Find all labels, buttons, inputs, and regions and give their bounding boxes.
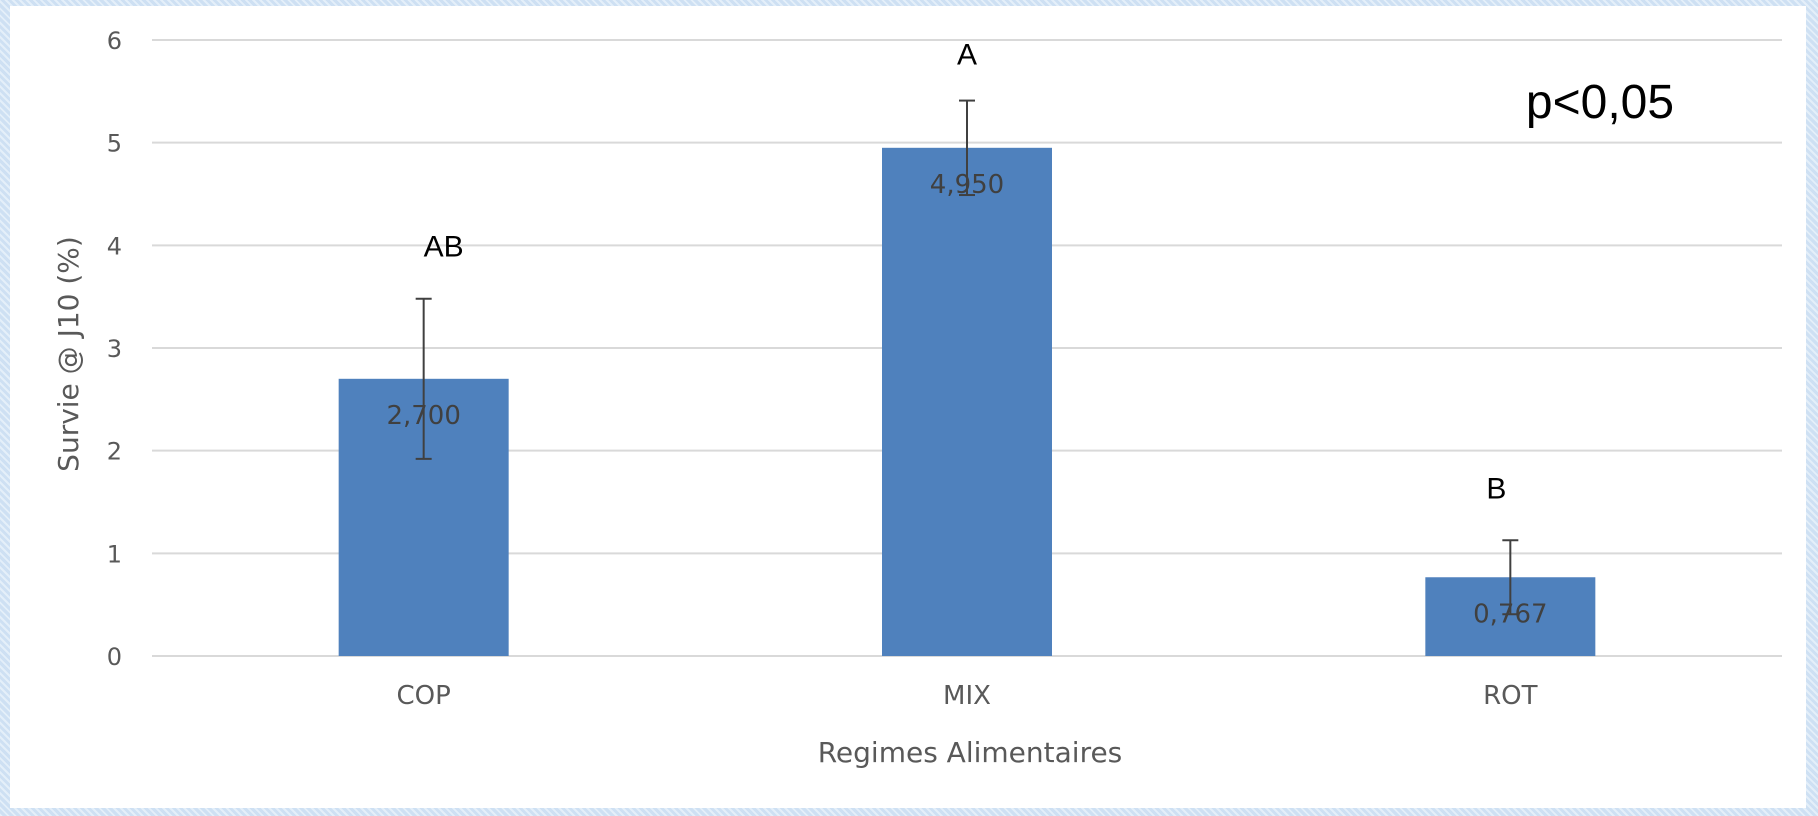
- significance-letter: AB: [424, 231, 464, 264]
- x-axis-title: Regimes Alimentaires: [818, 736, 1123, 769]
- data-label: 2,700: [386, 401, 460, 431]
- y-tick-label: 4: [107, 232, 122, 260]
- y-axis-ticks: 0 1 2 3 4 5 6: [107, 27, 122, 671]
- data-label: 4,950: [930, 170, 1004, 200]
- y-tick-label: 5: [107, 130, 122, 158]
- y-tick-label: 2: [107, 438, 122, 466]
- error-bar-cop: [415, 297, 432, 460]
- x-tick-label: MIX: [943, 681, 991, 711]
- bar-mix: [882, 147, 1052, 657]
- y-tick-label: 3: [107, 335, 122, 363]
- data-label: 0,767: [1473, 599, 1547, 629]
- data-labels: 2,700 4,950 0,767: [386, 170, 1547, 629]
- significance-letter: B: [1486, 472, 1506, 505]
- error-bar-rot: [1502, 539, 1519, 616]
- y-tick-label: 1: [107, 540, 122, 568]
- y-axis-title: Survie @ J10 (%): [52, 236, 85, 472]
- x-tick-label: ROT: [1483, 681, 1538, 711]
- error-bars: [415, 99, 1519, 616]
- x-tick-label: COP: [397, 681, 451, 711]
- significance-letter: A: [957, 39, 977, 72]
- x-axis-ticks: COP MIX ROT: [397, 681, 1538, 711]
- bars: [338, 147, 1596, 657]
- error-bar-mix: [959, 99, 975, 197]
- p-value-annotation: p<0,05: [1526, 76, 1674, 129]
- y-tick-label: 0: [107, 643, 122, 671]
- y-tick-label: 6: [107, 27, 122, 55]
